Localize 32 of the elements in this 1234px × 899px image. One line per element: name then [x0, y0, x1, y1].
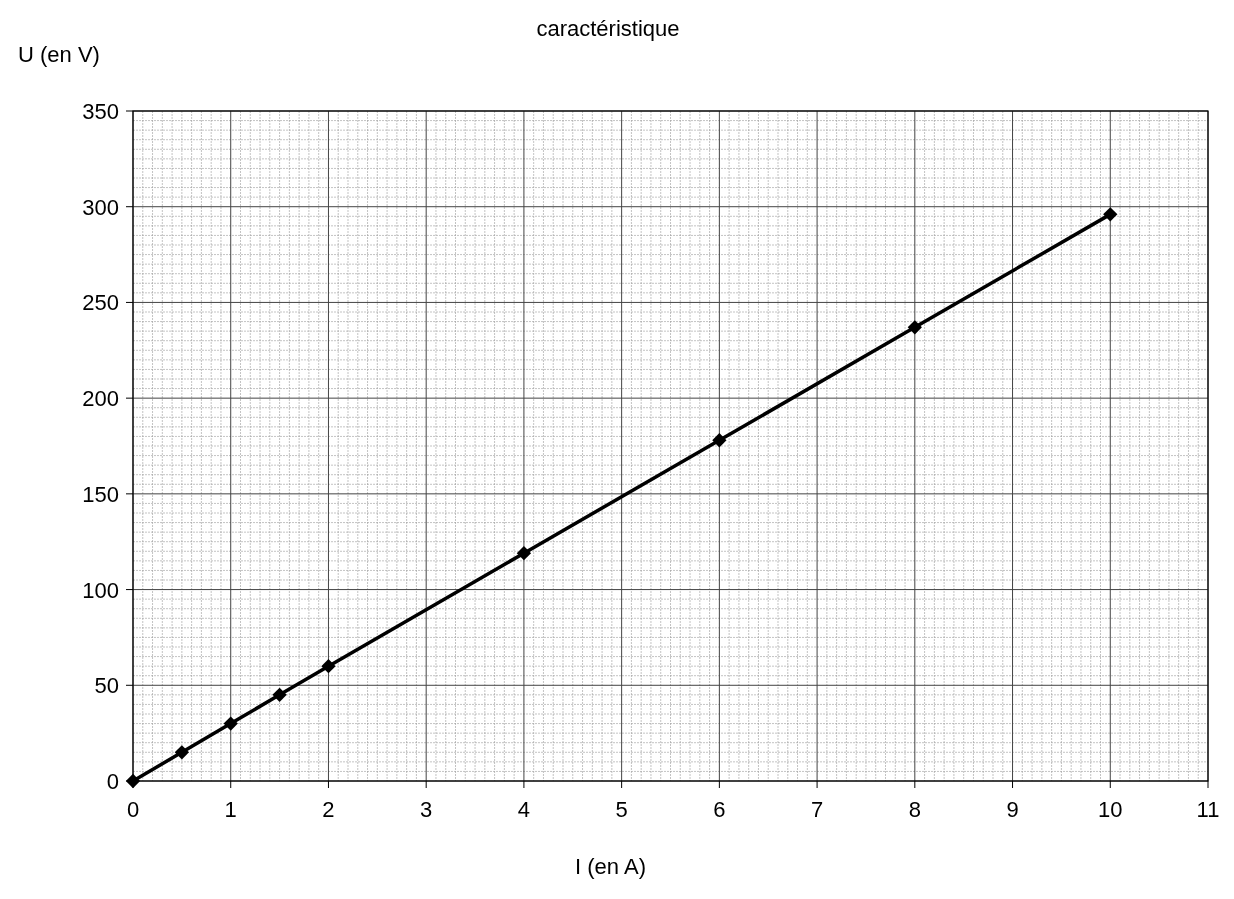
point [907, 320, 922, 335]
y-tick-label: 50 [94, 673, 119, 699]
x-tick-label: 11 [1196, 797, 1220, 822]
x-tick-label: 5 [615, 797, 628, 822]
x-tick-label: 8 [908, 797, 921, 822]
x-tick-label: 7 [810, 797, 824, 822]
point [174, 745, 189, 760]
x-tick-label: 9 [1006, 797, 1019, 822]
y-tick-label: 200 [82, 386, 119, 412]
x-tick-label: 4 [517, 797, 531, 822]
point [321, 659, 336, 674]
x-tick-label: 2 [322, 797, 335, 822]
point [272, 687, 287, 702]
y-tick-label: 250 [82, 290, 119, 316]
x-tick-label: 10 [1098, 797, 1123, 822]
x-tick-label: 0 [126, 797, 140, 822]
y-tick-label: 300 [82, 194, 119, 220]
point [1103, 207, 1118, 222]
point [516, 546, 532, 561]
point [223, 716, 238, 731]
y-tick-label: 350 [82, 99, 119, 124]
y-axis-title: U (en V) [18, 42, 100, 67]
point [712, 433, 727, 448]
y-tick-label: 0 [106, 769, 119, 794]
chart-title: caractéristique [536, 16, 680, 41]
point [125, 773, 141, 789]
y-tick-label: 100 [82, 577, 119, 603]
x-tick-label: 1 [224, 797, 237, 822]
y-tick-label: 150 [82, 481, 119, 507]
x-axis-title: I (en A) [575, 854, 646, 879]
x-tick-label: 6 [713, 797, 726, 822]
x-tick-label: 3 [420, 797, 433, 822]
